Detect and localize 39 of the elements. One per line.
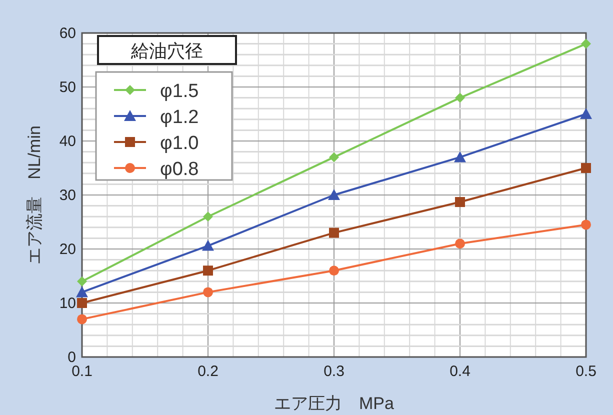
point (329, 228, 339, 238)
legend-label: φ1.2 (160, 107, 199, 128)
point (77, 298, 87, 308)
point (202, 240, 214, 251)
y-tick-label: 40 (59, 133, 76, 150)
point (203, 212, 213, 222)
point (454, 151, 466, 162)
point (455, 238, 465, 249)
point (455, 197, 465, 208)
point (581, 38, 591, 49)
point (203, 266, 213, 276)
legend-label: φ1.0 (160, 133, 199, 154)
x-tick-label: 0.2 (198, 363, 218, 380)
x-tick-label: 0.5 (576, 363, 596, 380)
point (203, 287, 213, 298)
x-tick-label: 0.3 (324, 363, 344, 380)
point (76, 286, 88, 298)
y-axis-title: エア流量 NL/min (25, 126, 44, 264)
legend-label: φ0.8 (160, 159, 199, 180)
x-axis-title: エア圧力 MPa (274, 394, 395, 413)
point (329, 152, 339, 162)
point (580, 108, 592, 119)
point (455, 92, 465, 103)
point (581, 220, 591, 230)
x-tick-label: 0.1 (72, 363, 92, 380)
point (329, 266, 339, 276)
y-tick-label: 20 (59, 241, 76, 258)
y-tick-label: 30 (59, 187, 76, 204)
y-tick-label: 0 (68, 349, 76, 366)
legend-title: 給油穴径 (130, 41, 203, 61)
y-tick-label: 50 (59, 79, 76, 96)
legend-label: φ1.5 (160, 81, 199, 102)
point (328, 189, 340, 200)
point (77, 276, 87, 286)
y-tick-label: 60 (59, 25, 76, 42)
y-tick-label: 10 (59, 295, 76, 312)
point (77, 314, 87, 324)
x-tick-label: 0.4 (450, 363, 470, 380)
point (581, 163, 591, 173)
